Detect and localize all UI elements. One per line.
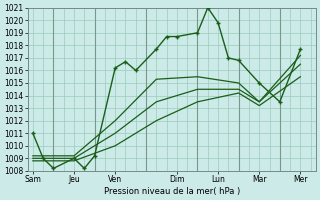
X-axis label: Pression niveau de la mer( hPa ): Pression niveau de la mer( hPa ) [104,187,240,196]
